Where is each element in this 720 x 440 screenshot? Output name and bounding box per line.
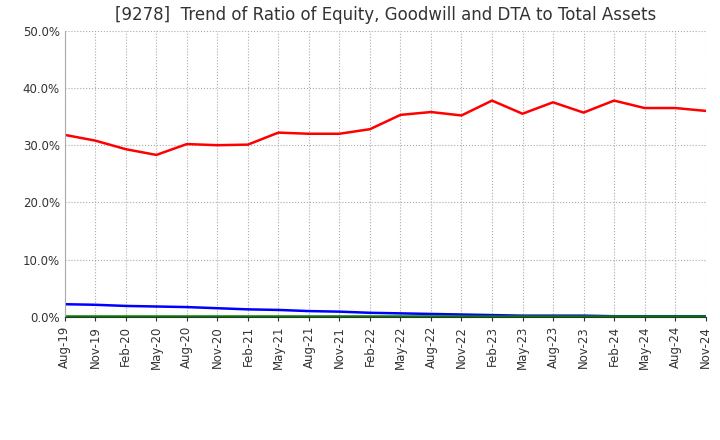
Deferred Tax Assets — [457, 313, 466, 318]
Deferred Tax Assets — [701, 313, 710, 318]
Deferred Tax Assets — [579, 313, 588, 318]
Equity — [610, 98, 618, 103]
Equity — [457, 113, 466, 118]
Goodwill — [701, 314, 710, 319]
Equity — [427, 110, 436, 115]
Deferred Tax Assets — [610, 313, 618, 318]
Goodwill — [243, 307, 252, 312]
Deferred Tax Assets — [640, 313, 649, 318]
Goodwill — [487, 312, 496, 318]
Deferred Tax Assets — [518, 313, 527, 318]
Goodwill — [60, 301, 69, 307]
Goodwill — [122, 303, 130, 308]
Deferred Tax Assets — [91, 313, 99, 318]
Equity — [579, 110, 588, 115]
Equity — [152, 152, 161, 158]
Equity — [518, 111, 527, 116]
Deferred Tax Assets — [427, 313, 436, 318]
Deferred Tax Assets — [213, 313, 222, 318]
Deferred Tax Assets — [60, 313, 69, 318]
Goodwill — [549, 313, 557, 318]
Line: Equity: Equity — [65, 101, 706, 155]
Equity — [274, 130, 283, 135]
Goodwill — [396, 311, 405, 316]
Equity — [487, 98, 496, 103]
Deferred Tax Assets — [396, 313, 405, 318]
Deferred Tax Assets — [366, 313, 374, 318]
Deferred Tax Assets — [152, 313, 161, 318]
Equity — [91, 138, 99, 143]
Goodwill — [457, 312, 466, 317]
Equity — [213, 143, 222, 148]
Goodwill — [213, 305, 222, 311]
Equity — [183, 141, 192, 147]
Deferred Tax Assets — [243, 313, 252, 318]
Goodwill — [579, 313, 588, 318]
Equity — [701, 108, 710, 114]
Title: [9278]  Trend of Ratio of Equity, Goodwill and DTA to Total Assets: [9278] Trend of Ratio of Equity, Goodwil… — [114, 6, 656, 24]
Deferred Tax Assets — [183, 313, 192, 318]
Goodwill — [671, 314, 680, 319]
Equity — [122, 147, 130, 152]
Deferred Tax Assets — [305, 313, 313, 318]
Equity — [305, 131, 313, 136]
Equity — [396, 112, 405, 117]
Goodwill — [335, 309, 343, 314]
Goodwill — [183, 304, 192, 310]
Deferred Tax Assets — [671, 313, 680, 318]
Goodwill — [91, 302, 99, 308]
Goodwill — [366, 310, 374, 315]
Equity — [671, 105, 680, 110]
Goodwill — [274, 307, 283, 312]
Equity — [366, 127, 374, 132]
Goodwill — [152, 304, 161, 309]
Equity — [640, 105, 649, 110]
Deferred Tax Assets — [274, 313, 283, 318]
Deferred Tax Assets — [335, 313, 343, 318]
Equity — [60, 132, 69, 138]
Line: Goodwill: Goodwill — [65, 304, 706, 316]
Equity — [549, 99, 557, 105]
Goodwill — [427, 312, 436, 317]
Equity — [335, 131, 343, 136]
Legend: Equity, Goodwill, Deferred Tax Assets: Equity, Goodwill, Deferred Tax Assets — [179, 435, 591, 440]
Goodwill — [305, 308, 313, 314]
Equity — [243, 142, 252, 147]
Goodwill — [610, 314, 618, 319]
Deferred Tax Assets — [487, 313, 496, 318]
Goodwill — [640, 314, 649, 319]
Goodwill — [518, 313, 527, 318]
Deferred Tax Assets — [122, 313, 130, 318]
Deferred Tax Assets — [549, 313, 557, 318]
